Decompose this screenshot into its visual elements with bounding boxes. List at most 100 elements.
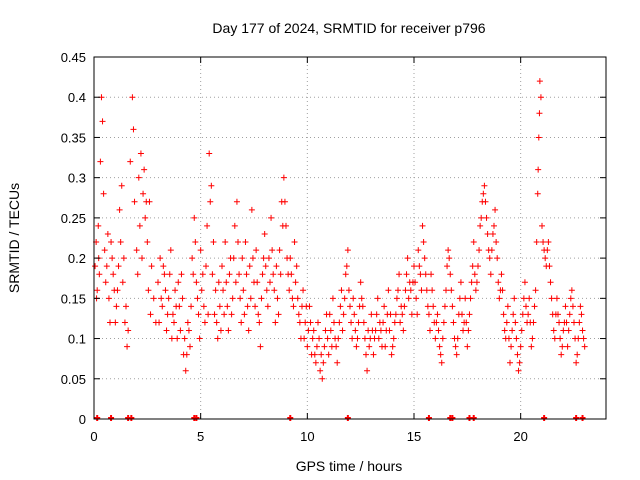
data-point: [269, 247, 276, 254]
data-point: [531, 303, 538, 310]
data-point: [536, 110, 543, 117]
data-point: [532, 287, 539, 294]
data-point: [161, 271, 168, 278]
data-point: [268, 214, 275, 221]
data-point: [100, 190, 107, 197]
data-point: [525, 311, 532, 318]
data-point: [322, 327, 329, 334]
data-point: [279, 222, 286, 229]
data-point: [397, 319, 404, 326]
data-point: [517, 343, 524, 350]
data-point: [150, 295, 157, 302]
data-point: [516, 359, 523, 366]
data-point: [507, 359, 513, 366]
data-point: [486, 255, 493, 262]
data-point: [264, 303, 271, 310]
data-point: [289, 295, 296, 302]
data-point: [393, 295, 400, 302]
data-point: [580, 335, 587, 342]
data-point: [261, 230, 268, 237]
data-point: [233, 198, 240, 205]
data-point: [339, 327, 346, 334]
data-point: [181, 335, 188, 342]
data-point: [243, 271, 250, 278]
data-point: [309, 335, 316, 342]
data-point: [422, 271, 429, 278]
data-point: [277, 271, 284, 278]
data-point: [325, 351, 332, 358]
data-point: [385, 287, 392, 294]
data-point: [267, 279, 273, 286]
zero-point: [94, 415, 101, 421]
zero-point: [425, 415, 432, 421]
zero-point: [108, 415, 115, 421]
chart-title: Day 177 of 2024, SRMTID for receiver p79…: [212, 20, 485, 36]
data-point: [295, 311, 302, 318]
data-point: [566, 311, 573, 318]
data-point: [197, 247, 204, 254]
data-point: [217, 327, 224, 334]
data-point: [495, 279, 502, 286]
data-point: [551, 335, 558, 342]
data-point: [111, 287, 118, 294]
data-point: [468, 279, 475, 286]
data-point: [465, 327, 472, 334]
axis-ticks: 0 0.05 0.1 0.15 0.2 0.25 0.3 0.35 0.4 0.45 0 5 10 15 2…: [61, 50, 606, 444]
data-point: [496, 295, 503, 302]
data-point: [547, 279, 554, 286]
data-point: [342, 271, 349, 278]
data-point: [293, 263, 300, 270]
data-point: [576, 319, 583, 326]
data-point: [241, 311, 248, 318]
data-point: [390, 335, 397, 342]
data-point: [447, 271, 454, 278]
data-point: [389, 343, 396, 350]
data-point: [134, 271, 141, 278]
data-point: [388, 351, 395, 358]
data-point: [402, 287, 409, 294]
data-point: [369, 327, 376, 334]
data-point: [220, 287, 227, 294]
data-point: [482, 198, 489, 205]
data-point: [130, 126, 137, 133]
data-point: [242, 239, 249, 246]
data-point: [407, 287, 414, 294]
data-point: [558, 351, 565, 358]
data-point: [535, 166, 542, 173]
data-point: [550, 327, 557, 334]
data-point: [131, 198, 138, 205]
data-point: [501, 327, 508, 334]
data-point: [523, 303, 529, 310]
data-point: [341, 295, 348, 302]
data-point: [99, 118, 106, 125]
data-point: [448, 287, 455, 294]
data-point: [423, 287, 430, 294]
zero-point: [579, 415, 586, 421]
data-point: [273, 263, 280, 270]
data-point: [352, 327, 359, 334]
data-point: [163, 327, 170, 334]
data-point: [116, 206, 123, 213]
data-point: [245, 327, 252, 334]
data-point: [492, 206, 499, 213]
data-point: [253, 247, 260, 254]
y-tick-label: 0.4: [68, 90, 86, 105]
data-point: [92, 263, 99, 270]
data-point: [208, 182, 215, 189]
data-point: [158, 295, 165, 302]
data-point: [162, 287, 169, 294]
data-point: [444, 263, 451, 270]
data-point: [345, 287, 352, 294]
data-point: [519, 311, 526, 318]
data-point: [456, 295, 463, 302]
data-point: [254, 279, 261, 286]
data-point: [290, 303, 297, 310]
data-point: [141, 166, 148, 173]
data-point: [315, 319, 321, 326]
data-point: [256, 319, 263, 326]
data-point: [270, 271, 277, 278]
data-point: [494, 255, 501, 262]
data-point: [97, 158, 104, 165]
data-point: [238, 319, 245, 326]
data-point: [514, 351, 521, 358]
